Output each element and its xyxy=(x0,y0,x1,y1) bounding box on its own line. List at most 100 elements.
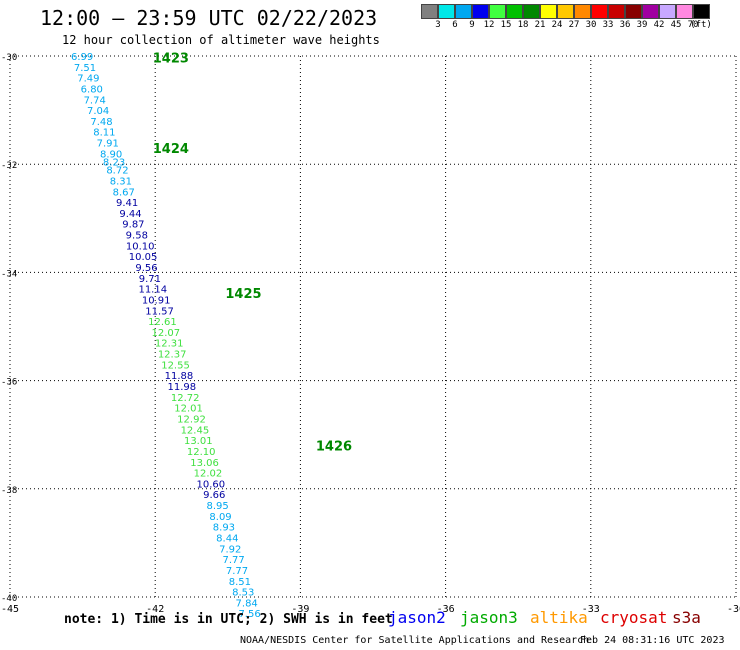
swh-point: 8.72 xyxy=(106,166,128,177)
swh-point: 12.92 xyxy=(177,414,206,425)
footer-timestamp: Feb 24 08:31:16 UTC 2023 xyxy=(580,635,725,646)
swh-point: 11.14 xyxy=(138,285,167,296)
color-swatch xyxy=(608,4,625,19)
swh-point: 12.07 xyxy=(152,328,181,339)
color-swatch xyxy=(591,4,608,19)
swh-point: 10.05 xyxy=(129,252,158,263)
swh-point: 9.66 xyxy=(203,490,225,501)
swh-point: 9.44 xyxy=(119,209,141,220)
swh-point: 10.60 xyxy=(197,479,226,490)
color-scale-label: 70 xyxy=(687,20,699,30)
swh-point: 9.41 xyxy=(116,198,138,209)
swh-point: 7.92 xyxy=(219,544,241,555)
swh-point: 12.10 xyxy=(187,447,216,458)
satellite-s3a: s3a xyxy=(672,608,701,627)
swh-point: 12.45 xyxy=(181,425,210,436)
swh-point: 12.72 xyxy=(171,393,200,404)
color-swatch xyxy=(693,4,710,19)
color-scale-label: 30 xyxy=(585,20,597,30)
y-tick-label: -32 xyxy=(1,161,17,171)
color-swatch xyxy=(472,4,489,19)
color-swatch xyxy=(455,4,472,19)
swh-point: 8.95 xyxy=(207,501,229,512)
swh-point: 8.93 xyxy=(213,523,235,534)
footer-timestamp-wrap: Feb 24 08:31:16 UTC 2023 xyxy=(580,635,725,646)
satellite-jason3: jason3 xyxy=(460,608,518,627)
color-scale-label: (ft) xyxy=(690,20,712,30)
swh-point: 12.55 xyxy=(161,360,190,371)
color-scale-label: 45 xyxy=(670,20,682,30)
y-tick-label: -38 xyxy=(1,486,17,496)
swh-point: 9.71 xyxy=(139,274,161,285)
y-tick-label: -36 xyxy=(1,378,17,388)
swh-point: 7.77 xyxy=(222,555,244,566)
time-label: 1426 xyxy=(316,440,352,455)
color-scale-label: 27 xyxy=(568,20,580,30)
color-swatch xyxy=(438,4,455,19)
swh-point: 9.58 xyxy=(126,231,148,242)
y-tick-label: -40 xyxy=(1,594,17,604)
swh-point: 12.61 xyxy=(148,317,177,328)
satellite-altika: altika xyxy=(530,608,588,627)
swh-point: 7.74 xyxy=(84,95,106,106)
swh-point: 7.48 xyxy=(90,117,112,128)
map-grid xyxy=(9,55,737,598)
swh-point: 11.57 xyxy=(145,306,174,317)
swh-point: 7.91 xyxy=(97,139,119,150)
swh-point: 9.87 xyxy=(122,220,144,231)
swh-point: 8.23 xyxy=(103,157,125,168)
color-swatch xyxy=(540,4,557,19)
x-tick-label: -39 xyxy=(291,604,309,615)
color-scale-labels: 3 6 9 12 15 18 21 24 27 30 33 36 39 42 45 70 (ft) xyxy=(421,19,740,31)
swh-point: 8.44 xyxy=(216,533,238,544)
color-scale-label: 3 xyxy=(435,20,441,30)
satellite-cryosat: cryosat xyxy=(600,608,668,627)
color-scale-swatches xyxy=(421,4,740,19)
swh-point: 7.84 xyxy=(236,598,258,609)
color-swatch xyxy=(557,4,574,19)
swh-point: 6.99 xyxy=(71,52,93,63)
swh-point: 8.09 xyxy=(209,512,231,523)
color-scale-label: 24 xyxy=(551,20,563,30)
swh-point: 9.56 xyxy=(135,263,157,274)
color-swatch xyxy=(676,4,693,19)
satellite-jason2: jason2 xyxy=(388,608,446,627)
color-scale-label: 9 xyxy=(469,20,475,30)
color-swatch xyxy=(523,4,540,19)
x-tick-label: -30 xyxy=(727,604,740,615)
swh-point: 10.10 xyxy=(126,241,155,252)
color-scale-label: 21 xyxy=(534,20,546,30)
swh-point: 7.56 xyxy=(238,609,260,620)
swh-point: 7.51 xyxy=(74,63,96,74)
color-swatch xyxy=(625,4,642,19)
note-text: note: 1) Time is in UTC; 2) SWH is in fe… xyxy=(64,612,393,627)
x-tick-label: -42 xyxy=(146,604,164,615)
color-swatch xyxy=(421,4,438,19)
color-scale-label: 33 xyxy=(602,20,614,30)
swh-point: 8.11 xyxy=(93,128,115,139)
swh-point: 6.80 xyxy=(81,84,103,95)
time-label: 1423 xyxy=(153,52,189,67)
time-label: 1424 xyxy=(153,142,189,157)
color-scale-label: 36 xyxy=(619,20,631,30)
map-title: 12:00 – 23:59 UTC 02/22/2023 xyxy=(40,6,378,30)
swh-point: 8.31 xyxy=(110,176,132,187)
swh-point: 8.67 xyxy=(113,187,135,198)
swh-point: 7.04 xyxy=(87,106,109,117)
swh-point: 8.51 xyxy=(229,577,251,588)
map-subtitle: 12 hour collection of altimeter wave hei… xyxy=(62,33,380,47)
swh-point: 7.49 xyxy=(77,74,99,85)
time-labels: 1423 1424 1425 1426 xyxy=(153,52,352,455)
y-tick-label: -30 xyxy=(1,53,17,63)
color-swatch xyxy=(642,4,659,19)
color-swatch xyxy=(489,4,506,19)
swh-point: 13.06 xyxy=(190,458,219,469)
swh-point: 11.88 xyxy=(165,371,194,382)
color-scale-label: 12 xyxy=(483,20,495,30)
color-scale-label: 15 xyxy=(500,20,512,30)
swh-point: 10.91 xyxy=(142,295,171,306)
color-swatch xyxy=(574,4,591,19)
y-tick-label: -34 xyxy=(1,269,17,279)
swh-point: 13.01 xyxy=(184,436,213,447)
